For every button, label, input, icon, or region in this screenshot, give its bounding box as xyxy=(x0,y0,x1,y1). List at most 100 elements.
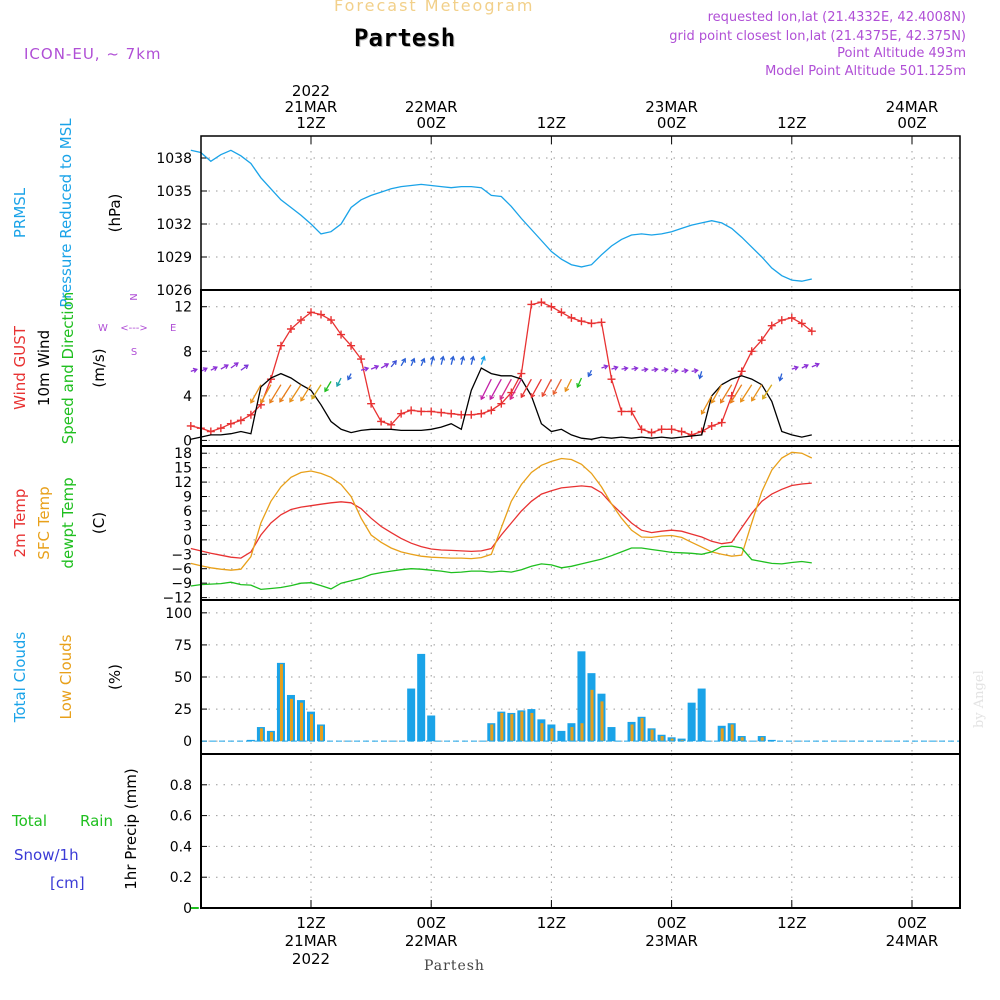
gust-marker xyxy=(537,298,546,307)
wind-barb-head xyxy=(192,367,198,373)
panel-frame-temperature xyxy=(200,445,961,601)
wind-barb xyxy=(324,381,332,392)
bottom-time-label: 24MAR xyxy=(886,932,939,950)
wind-barb xyxy=(811,363,820,368)
cloud-bar-low xyxy=(289,698,293,742)
wind-barb xyxy=(430,356,434,365)
cloud-bar-total xyxy=(607,727,616,742)
cloud-bar-low xyxy=(580,723,584,742)
bottom-time-label: 2022 xyxy=(292,950,330,968)
wind-barb-head xyxy=(459,355,466,361)
gust-marker xyxy=(236,416,245,425)
y-tick-label: 50 xyxy=(174,670,192,686)
cloud-bar-total xyxy=(677,738,686,742)
cloud-bar-low xyxy=(650,729,654,742)
y-tick-label: −9 xyxy=(171,576,192,592)
wind-barb xyxy=(269,384,282,404)
gust-marker xyxy=(617,407,626,416)
wind-barb xyxy=(230,362,239,369)
wind-barb xyxy=(762,384,773,400)
y-tick-label: 0 xyxy=(183,901,192,917)
wind-barb xyxy=(400,358,406,367)
axis-label-temperature: SFC Temp xyxy=(35,486,53,559)
gust-marker xyxy=(457,410,466,419)
wind-barb-head xyxy=(469,355,476,361)
wind-barb xyxy=(699,371,703,379)
wind-barb-head xyxy=(673,368,679,374)
gust-marker xyxy=(487,406,496,415)
wind-barb-head xyxy=(663,367,669,373)
wind-barb xyxy=(420,358,425,367)
wind-barb-head xyxy=(300,396,305,402)
top-time-label: 24MAR xyxy=(886,98,939,116)
y-tick-label: 0.2 xyxy=(170,870,192,886)
cloud-bar-low xyxy=(570,727,574,742)
wind-barb xyxy=(564,378,573,392)
cloud-bar-low xyxy=(760,737,764,742)
wind-barb-head xyxy=(740,397,745,403)
bottom-time-label: 12Z xyxy=(537,914,566,932)
axis-label-precip-snow: [cm] xyxy=(50,874,85,892)
gust-marker xyxy=(767,321,776,330)
grid-point-coords: grid point closest lon,lat (21.4375E, 42… xyxy=(669,29,966,44)
axis-label-precip: Rain xyxy=(80,812,113,830)
bottom-time-label: 23MAR xyxy=(645,932,698,950)
cloud-bar-total xyxy=(246,739,255,742)
wind-barb xyxy=(250,384,262,404)
y-tick-label: 1035 xyxy=(156,184,192,200)
cloud-bar-low xyxy=(740,737,744,742)
axis-unit-clouds: (%) xyxy=(106,664,124,690)
wind-barb-head xyxy=(410,357,416,363)
cloud-bar-low xyxy=(510,714,514,742)
wind-barb-head xyxy=(269,398,274,404)
cloud-bar-low xyxy=(530,712,534,742)
cloud-bar-low xyxy=(550,728,554,742)
gust-marker xyxy=(557,308,566,317)
wind-barb-head xyxy=(480,355,486,361)
y-tick-label: 12 xyxy=(174,300,192,316)
gust-marker xyxy=(687,430,696,439)
wind-barb-head xyxy=(374,364,380,370)
y-tick-label: −12 xyxy=(162,591,192,607)
gust-marker xyxy=(296,316,305,325)
wind-barb-head xyxy=(202,367,208,373)
axis-label-clouds: Low Clouds xyxy=(57,634,75,719)
footer-location: Partesh xyxy=(424,958,485,974)
axis-unit-wind: (m/s) xyxy=(90,348,108,387)
wind-barb-head xyxy=(429,355,436,361)
bottom-time-label: 21MAR xyxy=(285,932,338,950)
wind-barb-head xyxy=(729,398,735,404)
series-line-wind-gust xyxy=(190,301,813,436)
y-tick-label: 1038 xyxy=(156,151,192,167)
cloud-bar-total xyxy=(577,651,586,742)
wind-barb-head xyxy=(751,396,756,402)
y-tick-label: 0 xyxy=(183,533,192,549)
top-time-label: 00Z xyxy=(657,114,686,132)
axis-unit-precip: 1hr Precip (mm) xyxy=(122,768,140,889)
axis-unit-temperature: (C) xyxy=(90,512,108,534)
wind-barb-head xyxy=(223,364,229,369)
cloud-bar-total xyxy=(407,688,416,742)
y-tick-label: 6 xyxy=(183,504,192,520)
series-line-10m-wind xyxy=(190,367,812,440)
wind-barb-head xyxy=(793,365,799,371)
gust-marker xyxy=(477,409,486,418)
y-tick-label: 0.8 xyxy=(170,778,192,794)
wind-barb-head xyxy=(520,393,526,399)
cloud-bar-low xyxy=(720,728,724,742)
wind-barb-head xyxy=(250,398,255,404)
wind-barb-head xyxy=(401,357,406,363)
wind-barb-head xyxy=(603,364,609,370)
wind-barb-head xyxy=(623,365,629,372)
gust-marker xyxy=(307,308,315,317)
wind-barb xyxy=(530,378,542,398)
bottom-time-label: 00Z xyxy=(657,914,686,932)
wind-barb xyxy=(279,384,292,403)
axis-label-wind: Wind GUST xyxy=(11,325,29,410)
wind-barb-head xyxy=(683,368,689,374)
point-altitude: Point Altitude 493m xyxy=(837,46,966,61)
gust-marker xyxy=(206,427,215,436)
cloud-bar-total xyxy=(417,653,426,742)
